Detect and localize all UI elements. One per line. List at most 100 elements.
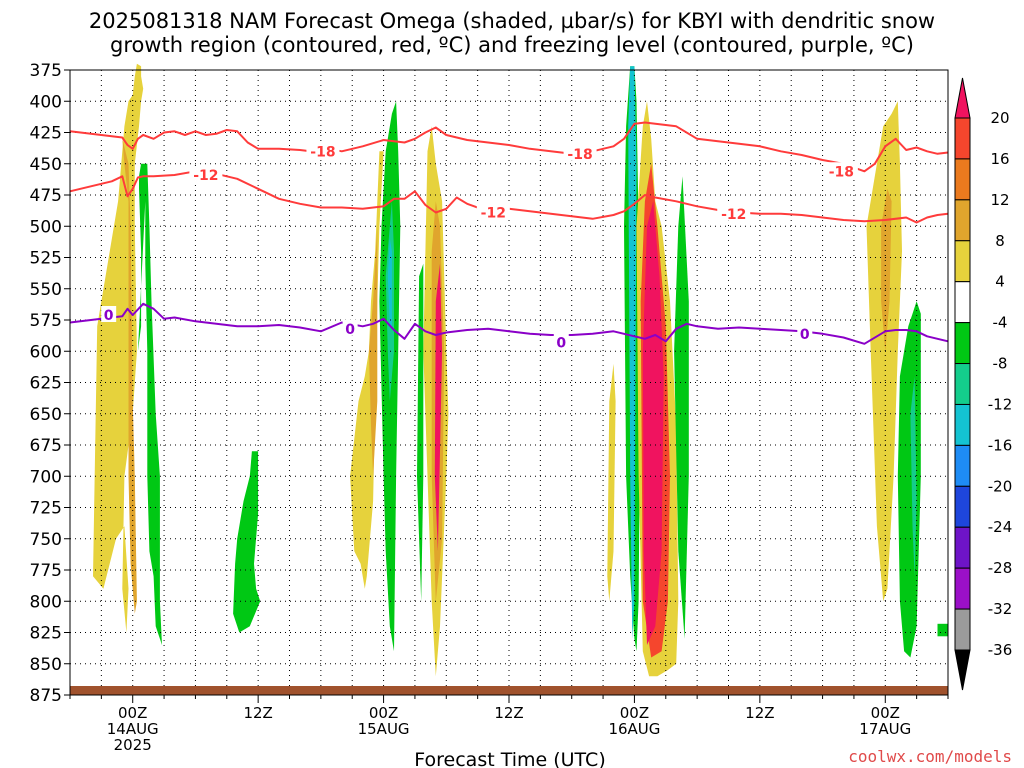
- contour-2-line: [69, 302, 949, 345]
- x-tick-label-0-2: 14AUG: [107, 720, 159, 738]
- x-tick-label-2-1: 00Z: [369, 704, 398, 722]
- chart-title-line1: 2025081318 NAM Forecast Omega (shaded, µ…: [89, 9, 935, 33]
- colorbar-label-10: -24: [988, 518, 1013, 536]
- plot-area: -18 -18 -18 -12 -12 -12 0 0 0 0: [69, 63, 949, 696]
- y-tick-label-875: 875: [30, 686, 62, 706]
- contour-1-label-1: -12: [481, 206, 506, 222]
- colorbar-label-11: -28: [988, 559, 1013, 577]
- colorbar-label-2: 12: [990, 191, 1009, 209]
- y-tick-label-400: 400: [30, 92, 62, 112]
- contour-2-label-bg-1: [342, 319, 358, 336]
- y-tick-label-825: 825: [30, 624, 62, 644]
- colorbar-label-0: 20: [990, 109, 1009, 127]
- colorbar-label-4: 4: [995, 273, 1005, 291]
- contour-1-label-bg-1: [476, 203, 510, 220]
- x-tick-label-6-2: 17AUG: [859, 720, 911, 738]
- x-tick-label-1-1: 12Z: [243, 704, 272, 722]
- omega-region-12: [417, 263, 424, 602]
- x-tick-label-0-1: 00Z: [118, 704, 147, 722]
- colorbar-label-6: -8: [993, 355, 1008, 373]
- colorbar-label-12: -32: [988, 600, 1013, 618]
- omega-region-0: [93, 63, 144, 633]
- colorbar-band-2: [954, 199, 971, 242]
- colorbar-label-5: -4: [993, 314, 1008, 332]
- colorbar-band-12: [954, 608, 971, 651]
- y-tick-label-650: 650: [30, 405, 62, 425]
- x-axis-title: Forecast Time (UTC): [414, 749, 605, 768]
- y-axis: 375 400 425 450 475 500 525 550 575 600 625 650 675 7…: [30, 61, 70, 706]
- omega-region-24: [937, 623, 948, 637]
- colorbar-band-9: [954, 485, 971, 528]
- contour-0-line: [69, 121, 949, 173]
- colorbar-band-0: [954, 117, 971, 160]
- colorbar-band-1: [954, 158, 971, 201]
- colorbar-label-1: 16: [990, 150, 1009, 168]
- omega-region-18: [642, 201, 664, 646]
- contour-0-label-bg-2: [824, 162, 858, 179]
- y-tick-label-550: 550: [30, 280, 62, 300]
- colorbar-band-8: [954, 444, 971, 487]
- omega-region-13: [607, 363, 616, 602]
- ground-surface: [70, 686, 948, 695]
- source-credit: coolwx.com/models: [848, 747, 1012, 766]
- omega-region-23: [910, 376, 917, 577]
- colorbar-band-11: [954, 567, 971, 610]
- colorbar: 20 16 12 8 4 -4 -8 -12 -16 -20 -24 -28 -32 -36: [954, 77, 1013, 691]
- x-tick-label-4-1: 00Z: [620, 704, 649, 722]
- y-tick-label-500: 500: [30, 217, 62, 237]
- y-tick-label-450: 450: [30, 155, 62, 175]
- contour-0-label-bg-1: [563, 144, 597, 161]
- contour-1-line: [69, 170, 949, 224]
- x-tick-label-4-2: 16AUG: [608, 720, 660, 738]
- contour-0-label-0: -18: [310, 144, 335, 160]
- contour-1-label-2: -12: [721, 207, 746, 223]
- colorbar-band-4: [954, 281, 971, 324]
- omega-region-19: [674, 176, 689, 639]
- omega-region-22: [897, 301, 921, 658]
- y-tick-label-675: 675: [30, 436, 62, 456]
- contour-1-label-0: -12: [193, 168, 218, 184]
- colorbar-label-9: -20: [988, 477, 1013, 495]
- y-tick-label-775: 775: [30, 561, 62, 581]
- grid: [70, 69, 948, 696]
- y-tick-label-425: 425: [30, 124, 62, 144]
- omega-region-3: [233, 451, 261, 633]
- y-tick-label-800: 800: [30, 592, 62, 612]
- contour-2-label-2: 0: [556, 336, 566, 352]
- y-tick-label-475: 475: [30, 186, 62, 206]
- contour-1-label-bg-0: [189, 166, 223, 182]
- omega-region-21: [881, 188, 892, 352]
- chart-title-line2: growth region (contoured, red, ºC) and f…: [110, 33, 914, 57]
- y-tick-label-575: 575: [30, 311, 62, 331]
- x-tick-label-3-1: 12Z: [494, 704, 523, 722]
- omega-region-4: [350, 151, 384, 589]
- contour-2-label-bg-3: [797, 324, 813, 341]
- omega-region-8: [387, 238, 392, 327]
- x-tick-label-2-2: 15AUG: [358, 720, 410, 738]
- y-tick-label-525: 525: [30, 249, 62, 269]
- colorbar-band-7: [954, 403, 971, 446]
- colorbar-band-3: [954, 240, 971, 283]
- contour-2-label-bg-0: [101, 306, 117, 322]
- colorbar-band-10: [954, 526, 971, 569]
- contours: -18 -18 -18 -12 -12 -12 0 0 0 0: [69, 121, 949, 352]
- y-tick-label-700: 700: [30, 467, 62, 487]
- colorbar-bottom-arrow: [954, 649, 971, 691]
- x-tick-label-6-1: 00Z: [871, 704, 900, 722]
- omega-region-1: [122, 138, 137, 614]
- contour-2-label-bg-2: [553, 333, 569, 350]
- contour-2-label-1: 0: [345, 322, 355, 338]
- omega-region-2: [137, 163, 162, 646]
- y-tick-label-375: 375: [30, 61, 62, 81]
- colorbar-label-8: -16: [988, 436, 1013, 454]
- contour-0-label-bg-0: [306, 142, 340, 159]
- contour-2-label-0: 0: [104, 308, 114, 324]
- contour-2-label-3: 0: [800, 327, 810, 343]
- y-tick-label-750: 750: [30, 530, 62, 550]
- colorbar-label-7: -12: [988, 395, 1013, 413]
- x-tick-label-5-1: 12Z: [745, 704, 774, 722]
- contour-1-label-bg-2: [717, 204, 751, 221]
- y-tick-label-725: 725: [30, 499, 62, 519]
- colorbar-label-13: -36: [988, 641, 1013, 659]
